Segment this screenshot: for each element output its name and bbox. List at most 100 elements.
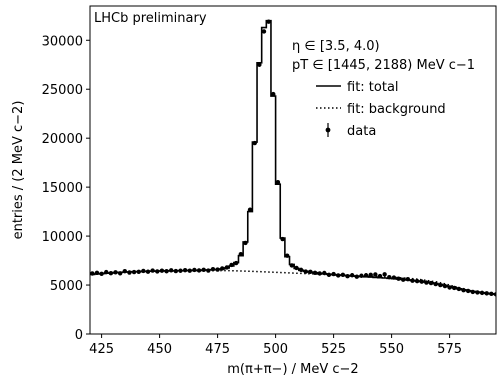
data-point [303,269,308,274]
data-point [354,274,359,279]
x-axis-title: m(π+π−) / MeV c−2 [227,362,358,377]
x-tick-label: 500 [263,342,288,357]
data-point [238,252,243,257]
data-point [363,273,369,278]
data-point [414,278,420,284]
data-point [447,285,452,290]
data-point [373,272,378,277]
data-point [113,270,118,275]
data-point [224,265,230,270]
data-point [308,269,313,275]
data-point [104,269,109,275]
data-point [391,275,397,280]
data-point [99,271,104,276]
data-point [210,266,216,272]
data-point [215,267,220,272]
data-point [169,268,174,273]
data-point [266,19,271,24]
data-point [345,274,350,279]
data-point [243,240,248,246]
data-point [127,270,132,275]
data-point [192,267,197,273]
data-point [289,263,295,268]
data-point [247,207,253,212]
data-point [164,269,169,274]
data-point [94,270,100,276]
data-point [442,283,448,289]
data-point [419,279,424,284]
data-point [340,272,346,277]
data-point [206,268,211,273]
data-point [150,268,155,273]
data-point [405,276,411,282]
data-point [201,267,206,272]
data-point [173,268,179,274]
data-point [456,286,462,292]
data-point [470,289,475,295]
data-point [326,272,332,277]
legend-label-data: data [347,124,376,139]
data-point [438,282,443,288]
data-point [122,268,128,274]
data-point [280,236,285,242]
data-point [141,268,146,274]
legend-label-background: fit: background [347,102,446,117]
x-axis: 425 450 475 500 525 550 575 [89,334,462,357]
data-point [261,29,267,34]
data-point [159,268,165,273]
data-point [382,272,387,277]
data-point [155,269,160,274]
y-tick-label: 15000 [42,181,83,196]
y-tick-label: 30000 [42,34,83,49]
data-point [452,285,457,291]
data-point [117,271,123,276]
y-tick-label: 5000 [50,279,83,294]
data-point [368,272,373,277]
data-point [396,276,401,281]
x-tick-label: 575 [437,342,462,357]
y-tick-label: 20000 [42,132,83,147]
data-point [424,280,429,285]
data-point [465,288,471,294]
data-point [233,260,239,266]
data-point [322,270,327,276]
data-point [387,275,392,280]
pt-range-label: pT ∈ [1445, 2188) MeV c−1 [292,58,475,73]
eta-range-label: η ∈ [3.5, 4.0) [292,39,380,54]
data-point [298,267,304,273]
data-point [312,270,318,276]
y-tick-label: 0 [75,328,83,343]
data-point [178,268,183,273]
data-point [484,291,489,296]
data-point [461,287,466,293]
data-point [336,273,341,278]
data-point [275,180,281,185]
y-tick-label: 10000 [42,230,83,245]
data-point [271,91,276,97]
data-point [187,268,192,273]
data-point [349,273,355,278]
x-tick-label: 550 [379,342,404,357]
plot-background [90,6,496,334]
x-tick-label: 425 [89,342,114,357]
data-point [252,140,257,146]
data-point [489,291,494,297]
series-fit-total [90,19,496,296]
data-point [182,267,188,273]
data-point [377,273,383,279]
plot-frame [89,5,497,335]
y-tick-label: 25000 [42,83,83,98]
data-point [433,281,438,287]
data-point [108,270,114,276]
data-point [331,271,336,277]
data-point [479,290,485,296]
data-point [294,265,299,271]
data-point [257,62,262,67]
y-axis: 0 5000 10000 15000 20000 25000 30000 [42,34,90,343]
data-point [229,262,234,268]
legend-swatch-data-marker [325,127,331,133]
data-point [359,273,364,278]
legend: fit: total fit: background data [316,80,446,139]
data-point [196,268,202,273]
